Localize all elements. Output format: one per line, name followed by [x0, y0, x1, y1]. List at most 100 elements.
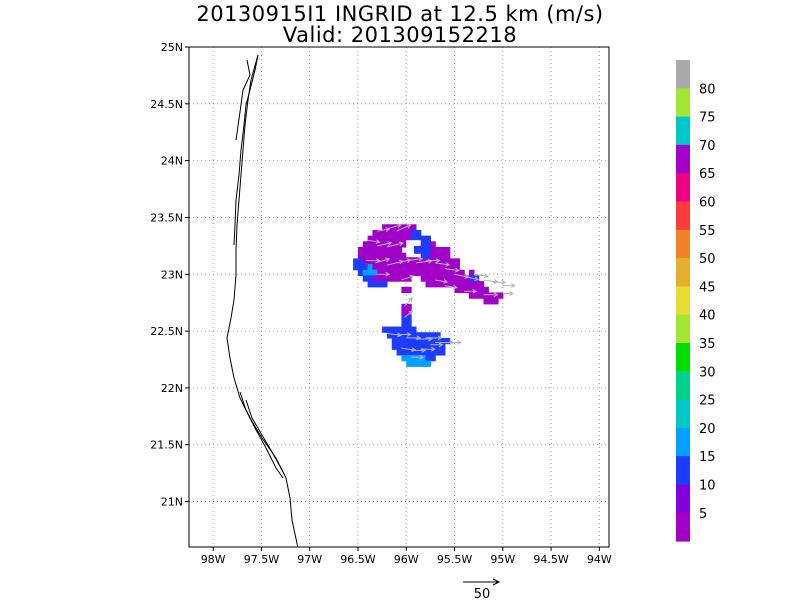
wind-cell — [406, 235, 412, 242]
wind-cell — [449, 269, 456, 277]
wind-cell — [391, 264, 398, 271]
wind-cell — [413, 245, 424, 254]
wind-cell — [396, 258, 403, 265]
wind-cell — [367, 264, 374, 271]
wind-cell — [425, 360, 431, 367]
wind-cell — [386, 269, 393, 277]
wind-cell — [449, 281, 456, 288]
wind-cell — [411, 337, 417, 345]
y-tick-label: 21N — [161, 496, 183, 509]
wind-cell — [396, 247, 403, 254]
wind-cell — [406, 337, 412, 345]
colorbar-label: 10 — [699, 479, 716, 494]
wind-cell — [420, 360, 427, 367]
wind-cell — [386, 332, 393, 339]
wind-cell — [396, 343, 403, 350]
wind-cell — [459, 281, 465, 288]
wind-cell — [406, 315, 412, 322]
wind-cell — [396, 241, 403, 248]
wind-cell — [382, 326, 388, 333]
wind-cell — [464, 275, 470, 282]
wind-vector — [502, 291, 514, 296]
wind-cell — [473, 292, 480, 299]
wind-cell — [386, 275, 393, 282]
x-tick-label: 95.5W — [437, 553, 472, 566]
wind-cell — [425, 269, 431, 277]
colorbar-label: 80 — [699, 82, 716, 97]
wind-cell — [459, 275, 465, 282]
wind-cell — [459, 286, 465, 294]
wind-cell — [377, 235, 383, 242]
wind-vector — [502, 283, 516, 288]
wind-cell — [478, 286, 485, 294]
wind-cell — [430, 343, 436, 350]
wind-cell — [367, 269, 374, 277]
colorbar-segment — [676, 258, 690, 287]
wind-cell — [401, 303, 407, 311]
wind-cell — [401, 229, 407, 237]
wind-cell — [454, 281, 460, 288]
wind-cell — [377, 269, 383, 277]
colorbar-label: 40 — [699, 309, 716, 324]
lagoon-north-inner — [235, 59, 251, 141]
wind-cell — [357, 252, 364, 259]
wind-vector — [403, 297, 414, 307]
wind-cell — [444, 275, 451, 282]
lagoon-north — [233, 54, 259, 246]
colorbar-segment — [676, 343, 690, 372]
wind-vector — [444, 340, 462, 345]
colorbar-segment — [676, 60, 690, 89]
wind-cell — [401, 332, 407, 339]
wind-cell — [415, 332, 422, 339]
y-tick-label: 23N — [161, 268, 183, 281]
wind-vector — [483, 292, 499, 298]
wind-vector — [425, 258, 441, 263]
wind-cell — [362, 264, 369, 271]
wind-vector — [435, 279, 449, 284]
colorbar-label: 5 — [699, 507, 707, 522]
wind-cell — [469, 281, 475, 288]
wind-cell — [488, 292, 494, 299]
wind-cell — [430, 252, 436, 259]
wind-cell — [377, 241, 383, 248]
reference-arrow-head — [492, 578, 501, 586]
colorbar-label: 65 — [699, 167, 716, 182]
wind-cell — [377, 281, 383, 288]
wind-cell — [357, 258, 364, 265]
wind-cell — [440, 247, 446, 254]
wind-cell — [401, 309, 407, 316]
wind-cell — [406, 360, 412, 367]
wind-vector — [386, 241, 404, 248]
wind-vector — [406, 256, 424, 262]
wind-cell — [415, 349, 422, 356]
wind-cell — [391, 241, 398, 248]
wind-cell — [382, 224, 388, 231]
plot-title: 20130915I1 INGRID at 12.5 km (m/s) — [196, 2, 604, 26]
wind-cell — [415, 235, 422, 242]
wind-cell — [411, 332, 417, 339]
colorbar-label: 55 — [699, 224, 716, 239]
wind-cell — [420, 343, 427, 350]
wind-cell — [357, 247, 364, 254]
wind-cell — [362, 252, 369, 259]
wind-cell — [415, 269, 422, 277]
wind-cell — [406, 320, 412, 328]
coastline — [226, 54, 299, 547]
wind-cell — [473, 281, 480, 288]
wind-cell — [425, 337, 431, 345]
wind-cell — [372, 264, 378, 271]
wind-cell — [377, 229, 383, 237]
wind-cell — [430, 281, 436, 288]
wind-cell — [391, 247, 398, 254]
wind-cell — [440, 269, 446, 277]
wind-cell — [425, 264, 431, 271]
wind-cell — [425, 252, 431, 259]
colorbar-label: 25 — [699, 394, 716, 409]
wind-cell — [377, 252, 383, 259]
wind-cell — [391, 275, 398, 282]
wind-vector — [411, 354, 425, 360]
wind-cell — [401, 354, 407, 362]
colorbar-segment — [676, 229, 690, 259]
wind-cell — [440, 252, 446, 259]
wind-cell — [459, 269, 465, 277]
